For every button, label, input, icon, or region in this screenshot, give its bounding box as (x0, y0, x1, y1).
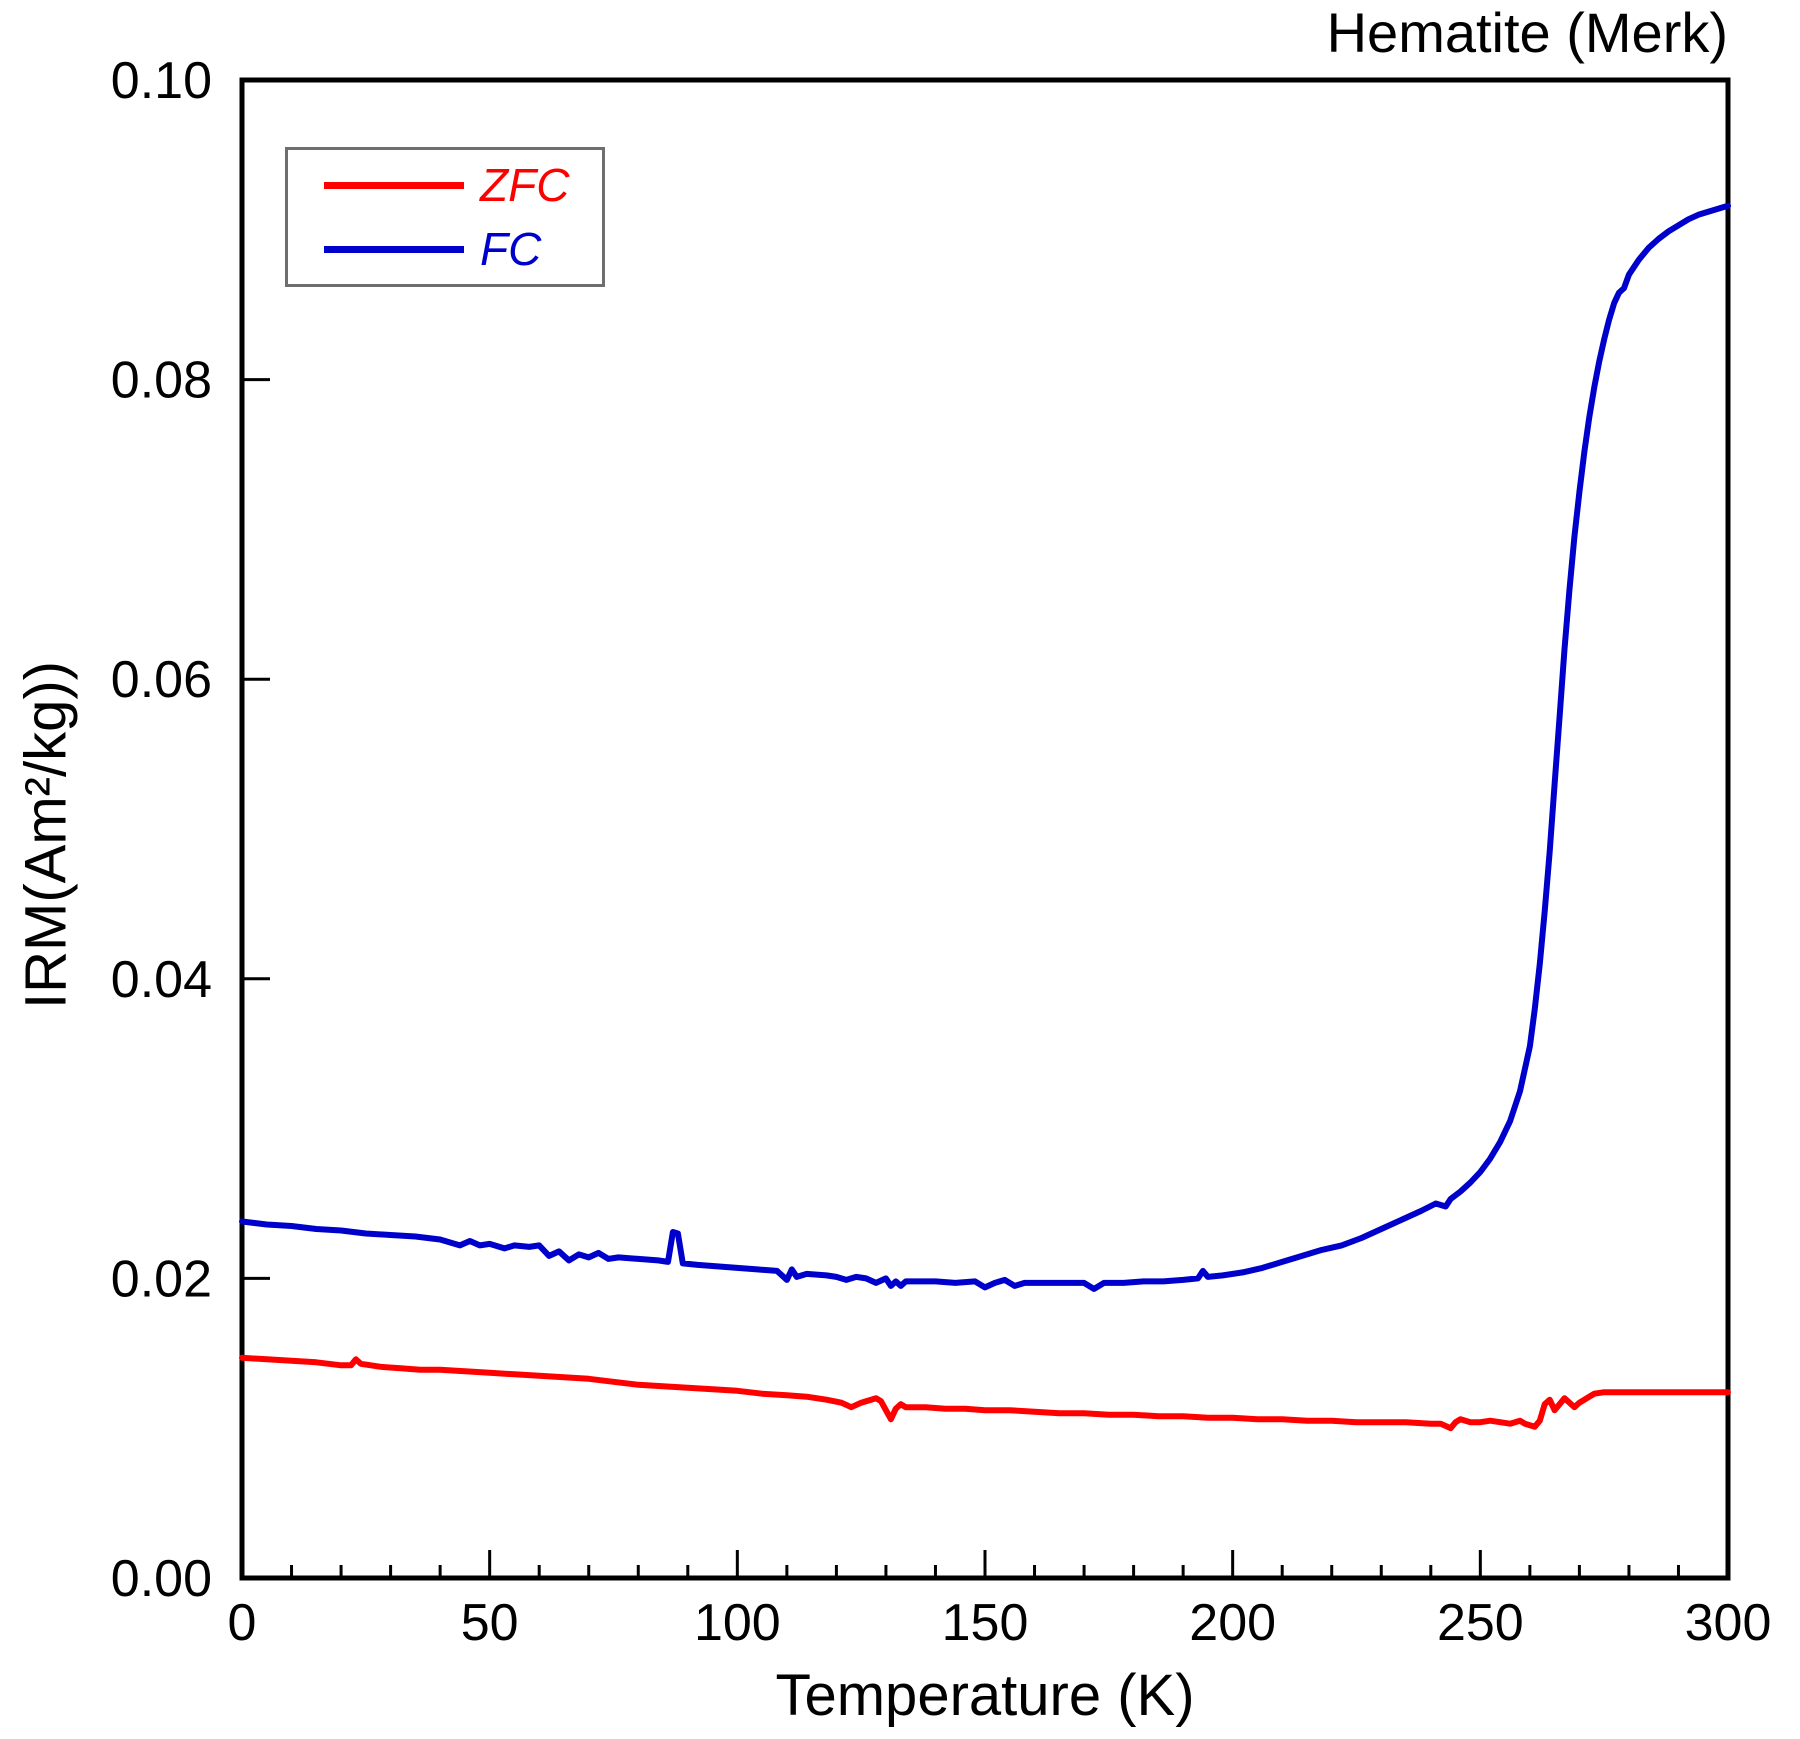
legend-line-fc (324, 245, 464, 253)
chart-title: Hematite (Merk) (1326, 1, 1728, 64)
y-tick-label: 0.00 (111, 1550, 212, 1608)
y-tick-label: 0.10 (111, 52, 212, 110)
axis-frame (239, 77, 1731, 1581)
legend-label-fc: FC (480, 223, 542, 275)
x-tick-label: 300 (1685, 1594, 1772, 1652)
y-tick-label: 0.08 (111, 352, 212, 410)
x-tick-label: 0 (228, 1594, 257, 1652)
legend: ZFC FC (285, 147, 605, 287)
x-tick-label: 200 (1189, 1594, 1276, 1652)
legend-item: ZFC (324, 158, 602, 212)
x-tick-label: 250 (1437, 1594, 1524, 1652)
series-fc (239, 202, 1731, 1292)
legend-line-zfc (324, 181, 464, 189)
series-zfc (239, 1354, 1731, 1432)
x-axis-title: Temperature (K) (775, 1663, 1195, 1728)
x-tick-label: 100 (694, 1594, 781, 1652)
legend-item: FC (324, 222, 602, 276)
x-tick-label: 150 (942, 1594, 1029, 1652)
y-tick-label: 0.02 (111, 1250, 212, 1308)
y-tick-label: 0.04 (111, 951, 212, 1009)
legend-label-zfc: ZFC (480, 159, 570, 211)
y-tick-label: 0.06 (111, 651, 212, 709)
x-tick-label: 50 (461, 1594, 519, 1652)
